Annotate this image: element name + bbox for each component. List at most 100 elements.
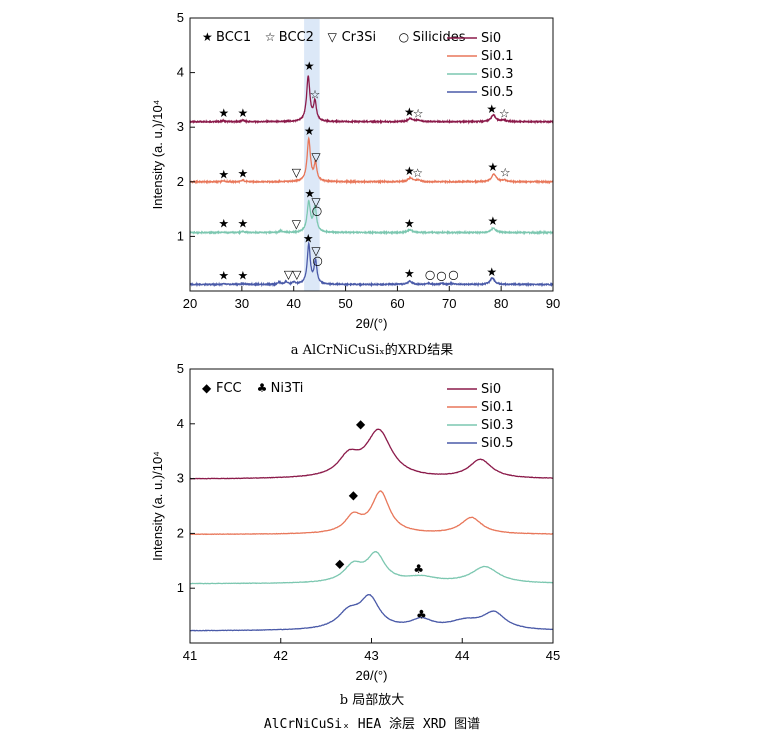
y-tick-label: 4 bbox=[177, 416, 184, 431]
series-line-si0-3 bbox=[189, 550, 554, 585]
x-tick-label: 41 bbox=[183, 648, 197, 663]
phase-legend-label: Silicides bbox=[413, 30, 466, 45]
series-line-si0 bbox=[189, 74, 554, 125]
x-tick-label: 43 bbox=[364, 648, 378, 663]
phase-marker: ★ bbox=[238, 167, 249, 181]
phase-marker: ★ bbox=[404, 164, 415, 178]
phase-marker: ★ bbox=[238, 106, 249, 120]
y-tick-label: 2 bbox=[177, 525, 184, 540]
phase-marker: ★ bbox=[487, 214, 498, 228]
phase-marker: ★ bbox=[404, 216, 415, 230]
phase-marker: ▽ bbox=[292, 217, 302, 231]
phase-marker: ▽ bbox=[311, 244, 321, 258]
y-tick-label: 5 bbox=[177, 361, 184, 376]
panel-b-caption: b 局部放大 bbox=[340, 693, 404, 708]
phase-marker: ★ bbox=[218, 269, 229, 283]
phase-legend-item: ▽ Cr3Si bbox=[328, 30, 377, 45]
phase-marker: ★ bbox=[304, 124, 315, 138]
x-tick-label: 42 bbox=[274, 648, 288, 663]
phase-marker: ○ bbox=[312, 204, 322, 218]
phase-marker: ★ bbox=[404, 105, 415, 119]
x-tick-label: 50 bbox=[338, 296, 352, 311]
phase-marker: ★ bbox=[218, 168, 229, 182]
series-legend-label: Si0.3 bbox=[481, 67, 514, 82]
x-axis-label: 2θ/(°) bbox=[356, 668, 388, 683]
panel-a-caption: a AlCrNiCuSiₓ的XRD结果 bbox=[291, 342, 453, 358]
y-tick-label: 4 bbox=[177, 65, 184, 80]
y-axis-label: Intensity (a. u.)/10⁴ bbox=[150, 451, 165, 561]
phase-marker: ○ bbox=[448, 268, 458, 282]
y-axis-label: Intensity (a. u.)/10⁴ bbox=[150, 100, 165, 210]
y-tick-label: 3 bbox=[177, 119, 184, 134]
x-tick-label: 80 bbox=[494, 296, 508, 311]
phase-marker: ○ bbox=[425, 268, 435, 282]
phase-marker: ◆ bbox=[335, 557, 345, 571]
phase-legend-label: BCC2 bbox=[279, 30, 314, 45]
phase-marker: ★ bbox=[487, 160, 498, 174]
series-legend-label: Si0.5 bbox=[481, 85, 514, 100]
phase-legend-symbol: ○ bbox=[399, 30, 409, 44]
series-line-si0-1 bbox=[189, 490, 554, 536]
phase-legend-label: FCC bbox=[216, 381, 242, 396]
phase-legend-symbol: ★ bbox=[202, 30, 213, 44]
phase-marker: ▽ bbox=[292, 268, 302, 282]
phase-marker: ▽ bbox=[284, 268, 294, 282]
series-line-si0 bbox=[189, 428, 554, 480]
phase-marker: ★ bbox=[304, 186, 315, 200]
phase-legend-symbol: ♣ bbox=[257, 381, 268, 395]
phase-legend-item: ♣ Ni3Ti bbox=[257, 381, 304, 396]
phase-marker: ☆ bbox=[310, 87, 321, 101]
phase-legend-item: ○ Silicides bbox=[399, 30, 466, 45]
series-legend-label: Si0.1 bbox=[481, 49, 514, 64]
phase-marker: ☆ bbox=[412, 166, 423, 180]
phase-marker: ★ bbox=[304, 59, 315, 73]
y-tick-label: 3 bbox=[177, 471, 184, 486]
series-line-si0-1 bbox=[189, 136, 554, 185]
highlight-band bbox=[304, 19, 320, 291]
phase-marker: ★ bbox=[218, 106, 229, 120]
y-tick-label: 5 bbox=[177, 10, 184, 25]
phase-legend-symbol: ☆ bbox=[265, 30, 276, 44]
phase-marker: ▽ bbox=[292, 166, 302, 180]
x-tick-label: 44 bbox=[455, 648, 469, 663]
phase-marker: ▽ bbox=[311, 150, 321, 164]
figure-caption: AlCrNiCuSiₓ HEA 涂层 XRD 图谱 bbox=[264, 716, 480, 732]
x-tick-label: 60 bbox=[390, 296, 404, 311]
phase-legend-item: ★ BCC1 bbox=[202, 30, 251, 45]
series-legend-label: Si0.5 bbox=[481, 436, 514, 451]
phase-marker: ♣ bbox=[416, 608, 427, 622]
series-line-si0-5 bbox=[189, 594, 554, 632]
phase-legend-label: Cr3Si bbox=[342, 30, 377, 45]
phase-marker: ♣ bbox=[413, 562, 424, 576]
phase-marker: ★ bbox=[486, 265, 497, 279]
plot-frame bbox=[189, 17, 554, 292]
x-tick-label: 20 bbox=[183, 296, 197, 311]
phase-legend-label: BCC1 bbox=[216, 30, 251, 45]
phase-marker: ★ bbox=[218, 216, 229, 230]
phase-marker: ★ bbox=[486, 102, 497, 116]
panel-a-chart: ★ ★★☆★☆ ★ ☆★ ★ ▽★▽★☆ ★ ☆★ ★ ▽★▽○★ ★★ ★ ▽ ▽★▽○★ ○ ○ ○ ★20 3… bbox=[150, 10, 560, 331]
x-tick-label: 90 bbox=[546, 296, 560, 311]
x-tick-label: 45 bbox=[546, 648, 560, 663]
phase-marker: ◆ bbox=[349, 488, 359, 502]
phase-legend-symbol: ▽ bbox=[328, 30, 338, 44]
phase-marker: ○ bbox=[436, 269, 446, 283]
phase-legend-item: ☆ BCC2 bbox=[265, 30, 314, 45]
series-line-si0-5 bbox=[189, 240, 554, 288]
phase-marker: ☆ bbox=[500, 166, 511, 180]
phase-marker: ☆ bbox=[499, 107, 510, 121]
x-axis-label: 2θ/(°) bbox=[356, 316, 388, 331]
series-legend-label: Si0 bbox=[481, 31, 501, 46]
series-legend-label: Si0.1 bbox=[481, 400, 514, 415]
y-tick-label: 2 bbox=[177, 174, 184, 189]
phase-marker: ★ bbox=[303, 232, 314, 246]
phase-marker: ☆ bbox=[413, 107, 424, 121]
x-tick-label: 40 bbox=[286, 296, 300, 311]
y-tick-label: 1 bbox=[177, 580, 184, 595]
y-tick-label: 1 bbox=[177, 228, 184, 243]
phase-marker: ★ bbox=[238, 269, 249, 283]
series-legend-label: Si0 bbox=[481, 382, 501, 397]
series-legend-label: Si0.3 bbox=[481, 418, 514, 433]
